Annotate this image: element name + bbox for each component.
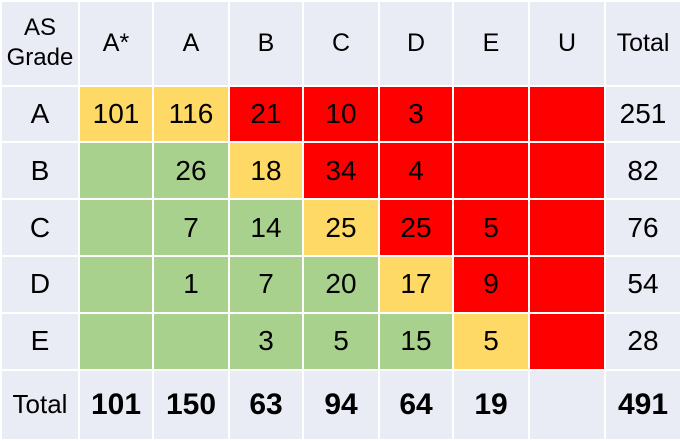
column-header: B [228,0,304,87]
grade-row: D 1 7 20 17 9 54 [0,255,680,314]
count-cell: 4 [378,141,454,201]
count-cell: 21 [228,84,304,144]
count-cell [152,311,230,371]
corner-header: AS Grade [0,0,80,87]
column-header: E [452,0,530,87]
count-cell: 26 [152,141,230,201]
row-header: A [0,84,80,144]
count-cell [452,141,530,201]
count-cell: 7 [228,255,304,314]
count-cell: 9 [452,255,530,314]
count-cell [528,198,606,258]
count-cell: 101 [78,84,154,144]
count-cell: 25 [378,198,454,258]
count-cell: 10 [302,84,380,144]
row-total: 251 [604,84,680,144]
header-row: AS Grade A* A B C D E U Total [0,0,680,87]
count-cell: 5 [452,311,530,371]
column-total: 101 [78,368,154,441]
count-cell: 17 [378,255,454,314]
count-cell: 25 [302,198,380,258]
grade-row: C 7 14 25 25 5 76 [0,198,680,258]
grade-row: A 101 116 21 10 3 251 [0,84,680,144]
column-header: Total [604,0,680,87]
count-cell: 1 [152,255,230,314]
row-header: D [0,255,80,314]
column-header: A [152,0,230,87]
count-cell: 116 [152,84,230,144]
count-cell: 5 [302,311,380,371]
row-header: C [0,198,80,258]
row-total: 54 [604,255,680,314]
count-cell [528,311,606,371]
total-row: Total 101 150 63 94 64 19 491 [0,368,680,441]
row-total: 82 [604,141,680,201]
count-cell [528,84,606,144]
count-cell: 7 [152,198,230,258]
count-cell: 18 [228,141,304,201]
row-header: B [0,141,80,201]
column-total: 491 [604,368,680,441]
count-cell [528,255,606,314]
count-cell: 14 [228,198,304,258]
row-header: E [0,311,80,371]
row-header: Total [0,368,80,441]
column-header: A* [78,0,154,87]
column-header: D [378,0,454,87]
column-total: 94 [302,368,380,441]
column-total: 63 [228,368,304,441]
grade-row: E 3 5 15 5 28 [0,311,680,371]
column-total: 64 [378,368,454,441]
count-cell [528,141,606,201]
grade-row: B 26 18 34 4 82 [0,141,680,201]
count-cell: 5 [452,198,530,258]
count-cell: 34 [302,141,380,201]
count-cell: 20 [302,255,380,314]
column-total: 19 [452,368,530,441]
count-cell: 15 [378,311,454,371]
column-total: 150 [152,368,230,441]
count-cell [78,198,154,258]
column-header: C [302,0,380,87]
row-total: 76 [604,198,680,258]
count-cell [78,311,154,371]
count-cell [78,255,154,314]
count-cell: 3 [378,84,454,144]
count-cell: 3 [228,311,304,371]
count-cell [452,84,530,144]
row-total: 28 [604,311,680,371]
column-header: U [528,0,606,87]
count-cell [78,141,154,201]
column-total [528,368,606,441]
